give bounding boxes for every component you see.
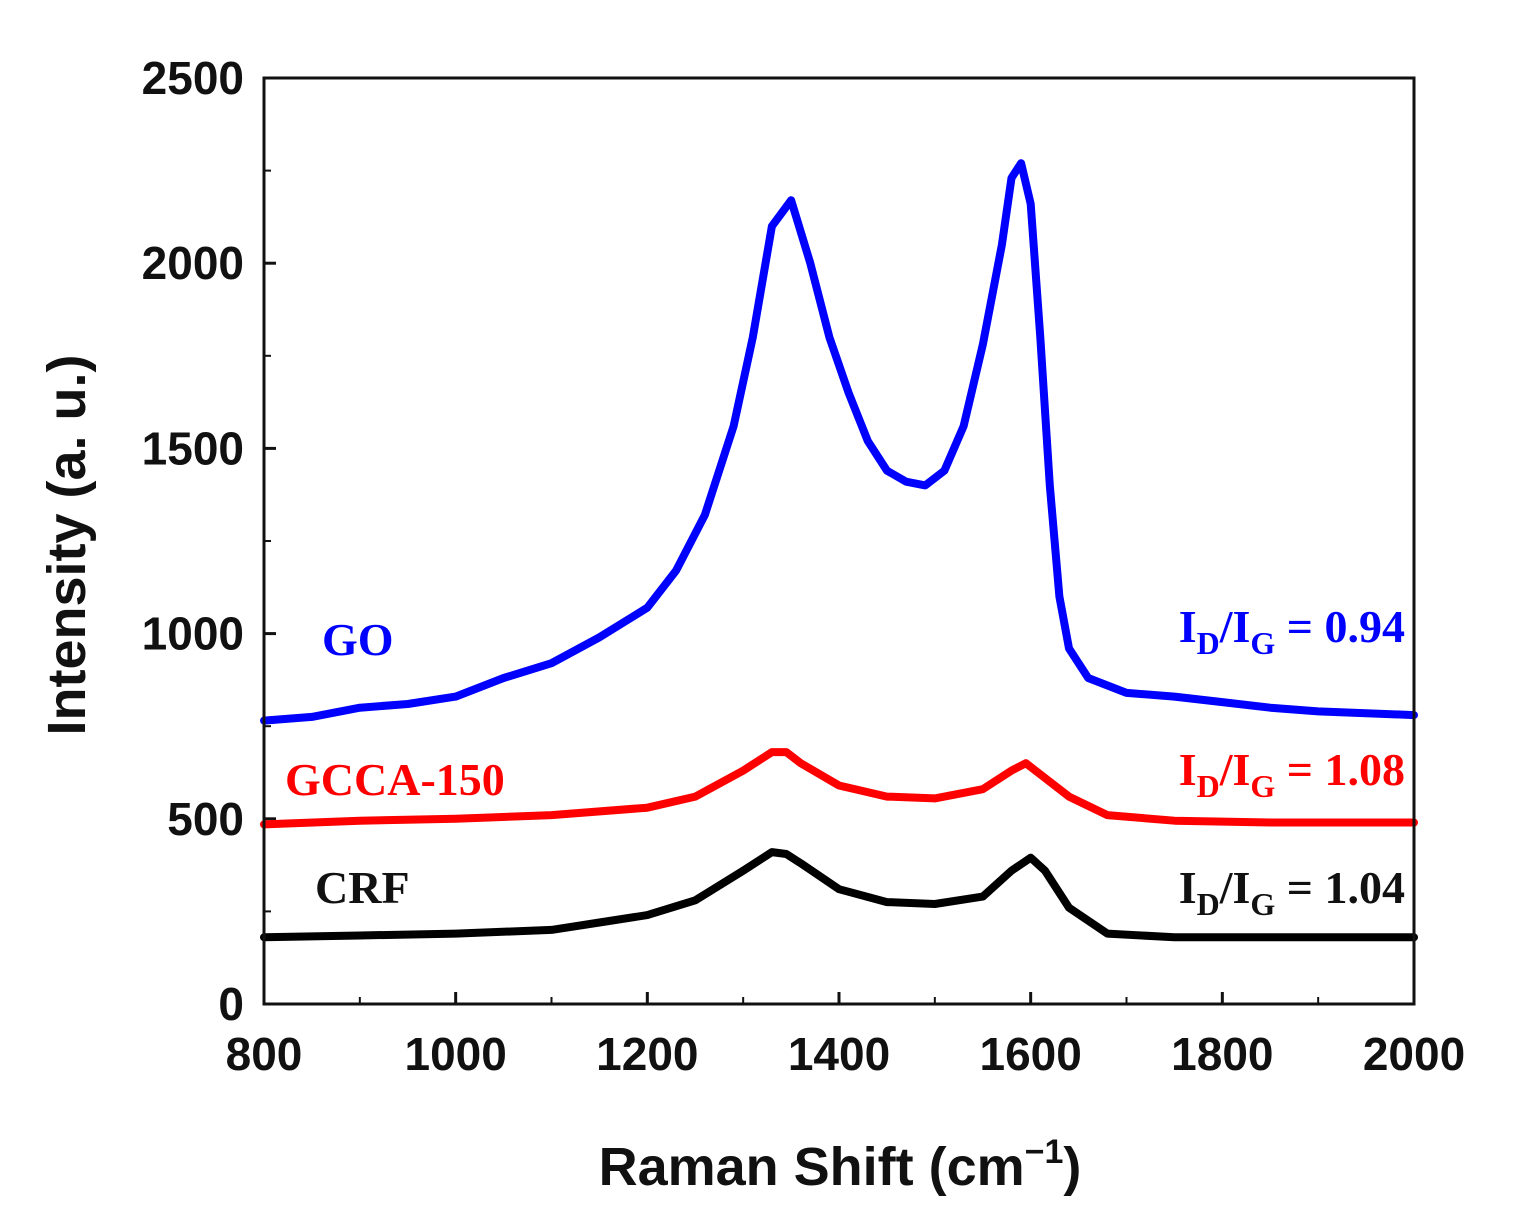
- series-line-go: [260, 159, 1418, 725]
- series-label-crf: CRF: [315, 862, 410, 913]
- y-tick-label: 1000: [142, 608, 244, 660]
- series-line-gcca-150: [260, 748, 1418, 829]
- y-axis-ticks: 0 500 1000 1500 2000 2500: [142, 52, 276, 1030]
- series-label-gcca-150: GCCA-150: [285, 754, 505, 805]
- y-tick-label: 2500: [142, 52, 244, 104]
- series-line-crf: [260, 848, 1418, 942]
- x-tick-label: 1200: [596, 1028, 698, 1080]
- series-label-go: GO: [322, 614, 394, 665]
- y-tick-label: 1500: [142, 422, 244, 474]
- x-tick-label: 1400: [788, 1028, 890, 1080]
- x-axis-title: Raman Shift (cm−1): [599, 1133, 1082, 1197]
- ratio-label-crf: ID/IG = 1.04: [1179, 862, 1405, 922]
- x-tick-label: 800: [226, 1028, 303, 1080]
- x-tick-label: 2000: [1363, 1028, 1465, 1080]
- ratio-label-gcca-150: ID/IG = 1.08: [1179, 744, 1405, 804]
- x-axis-ticks: 800 1000 1200 1400 1600 1800 2000: [226, 992, 1465, 1080]
- y-tick-label: 0: [218, 978, 244, 1030]
- x-tick-label: 1800: [1171, 1028, 1273, 1080]
- plot-frame: [262, 76, 1416, 1006]
- y-axis-title: Intensity (a. u.): [37, 354, 97, 735]
- y-tick-label: 2000: [142, 237, 244, 289]
- x-tick-label: 1000: [404, 1028, 506, 1080]
- x-tick-label: 1600: [979, 1028, 1081, 1080]
- series-lines: [260, 159, 1418, 942]
- ratio-label-go: ID/IG = 0.94: [1179, 601, 1405, 661]
- y-tick-label: 500: [167, 793, 244, 845]
